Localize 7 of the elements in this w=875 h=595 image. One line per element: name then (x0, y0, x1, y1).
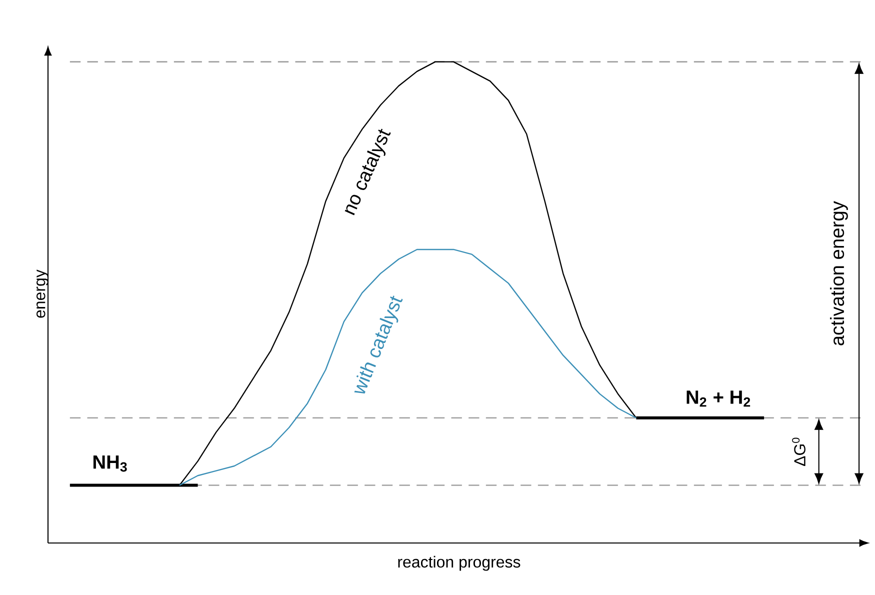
x-axis-title: reaction progress (398, 556, 520, 571)
text: activation energy (830, 201, 848, 346)
y-axis-title: energy (36, 270, 48, 318)
text: with catalyst (354, 296, 403, 394)
series-label: NH$_{3}$ (93, 455, 127, 472)
series-label: N$_{2}$ + H$_{2}$ (686, 390, 750, 407)
text: ΔG$^{0}$ (792, 438, 806, 466)
